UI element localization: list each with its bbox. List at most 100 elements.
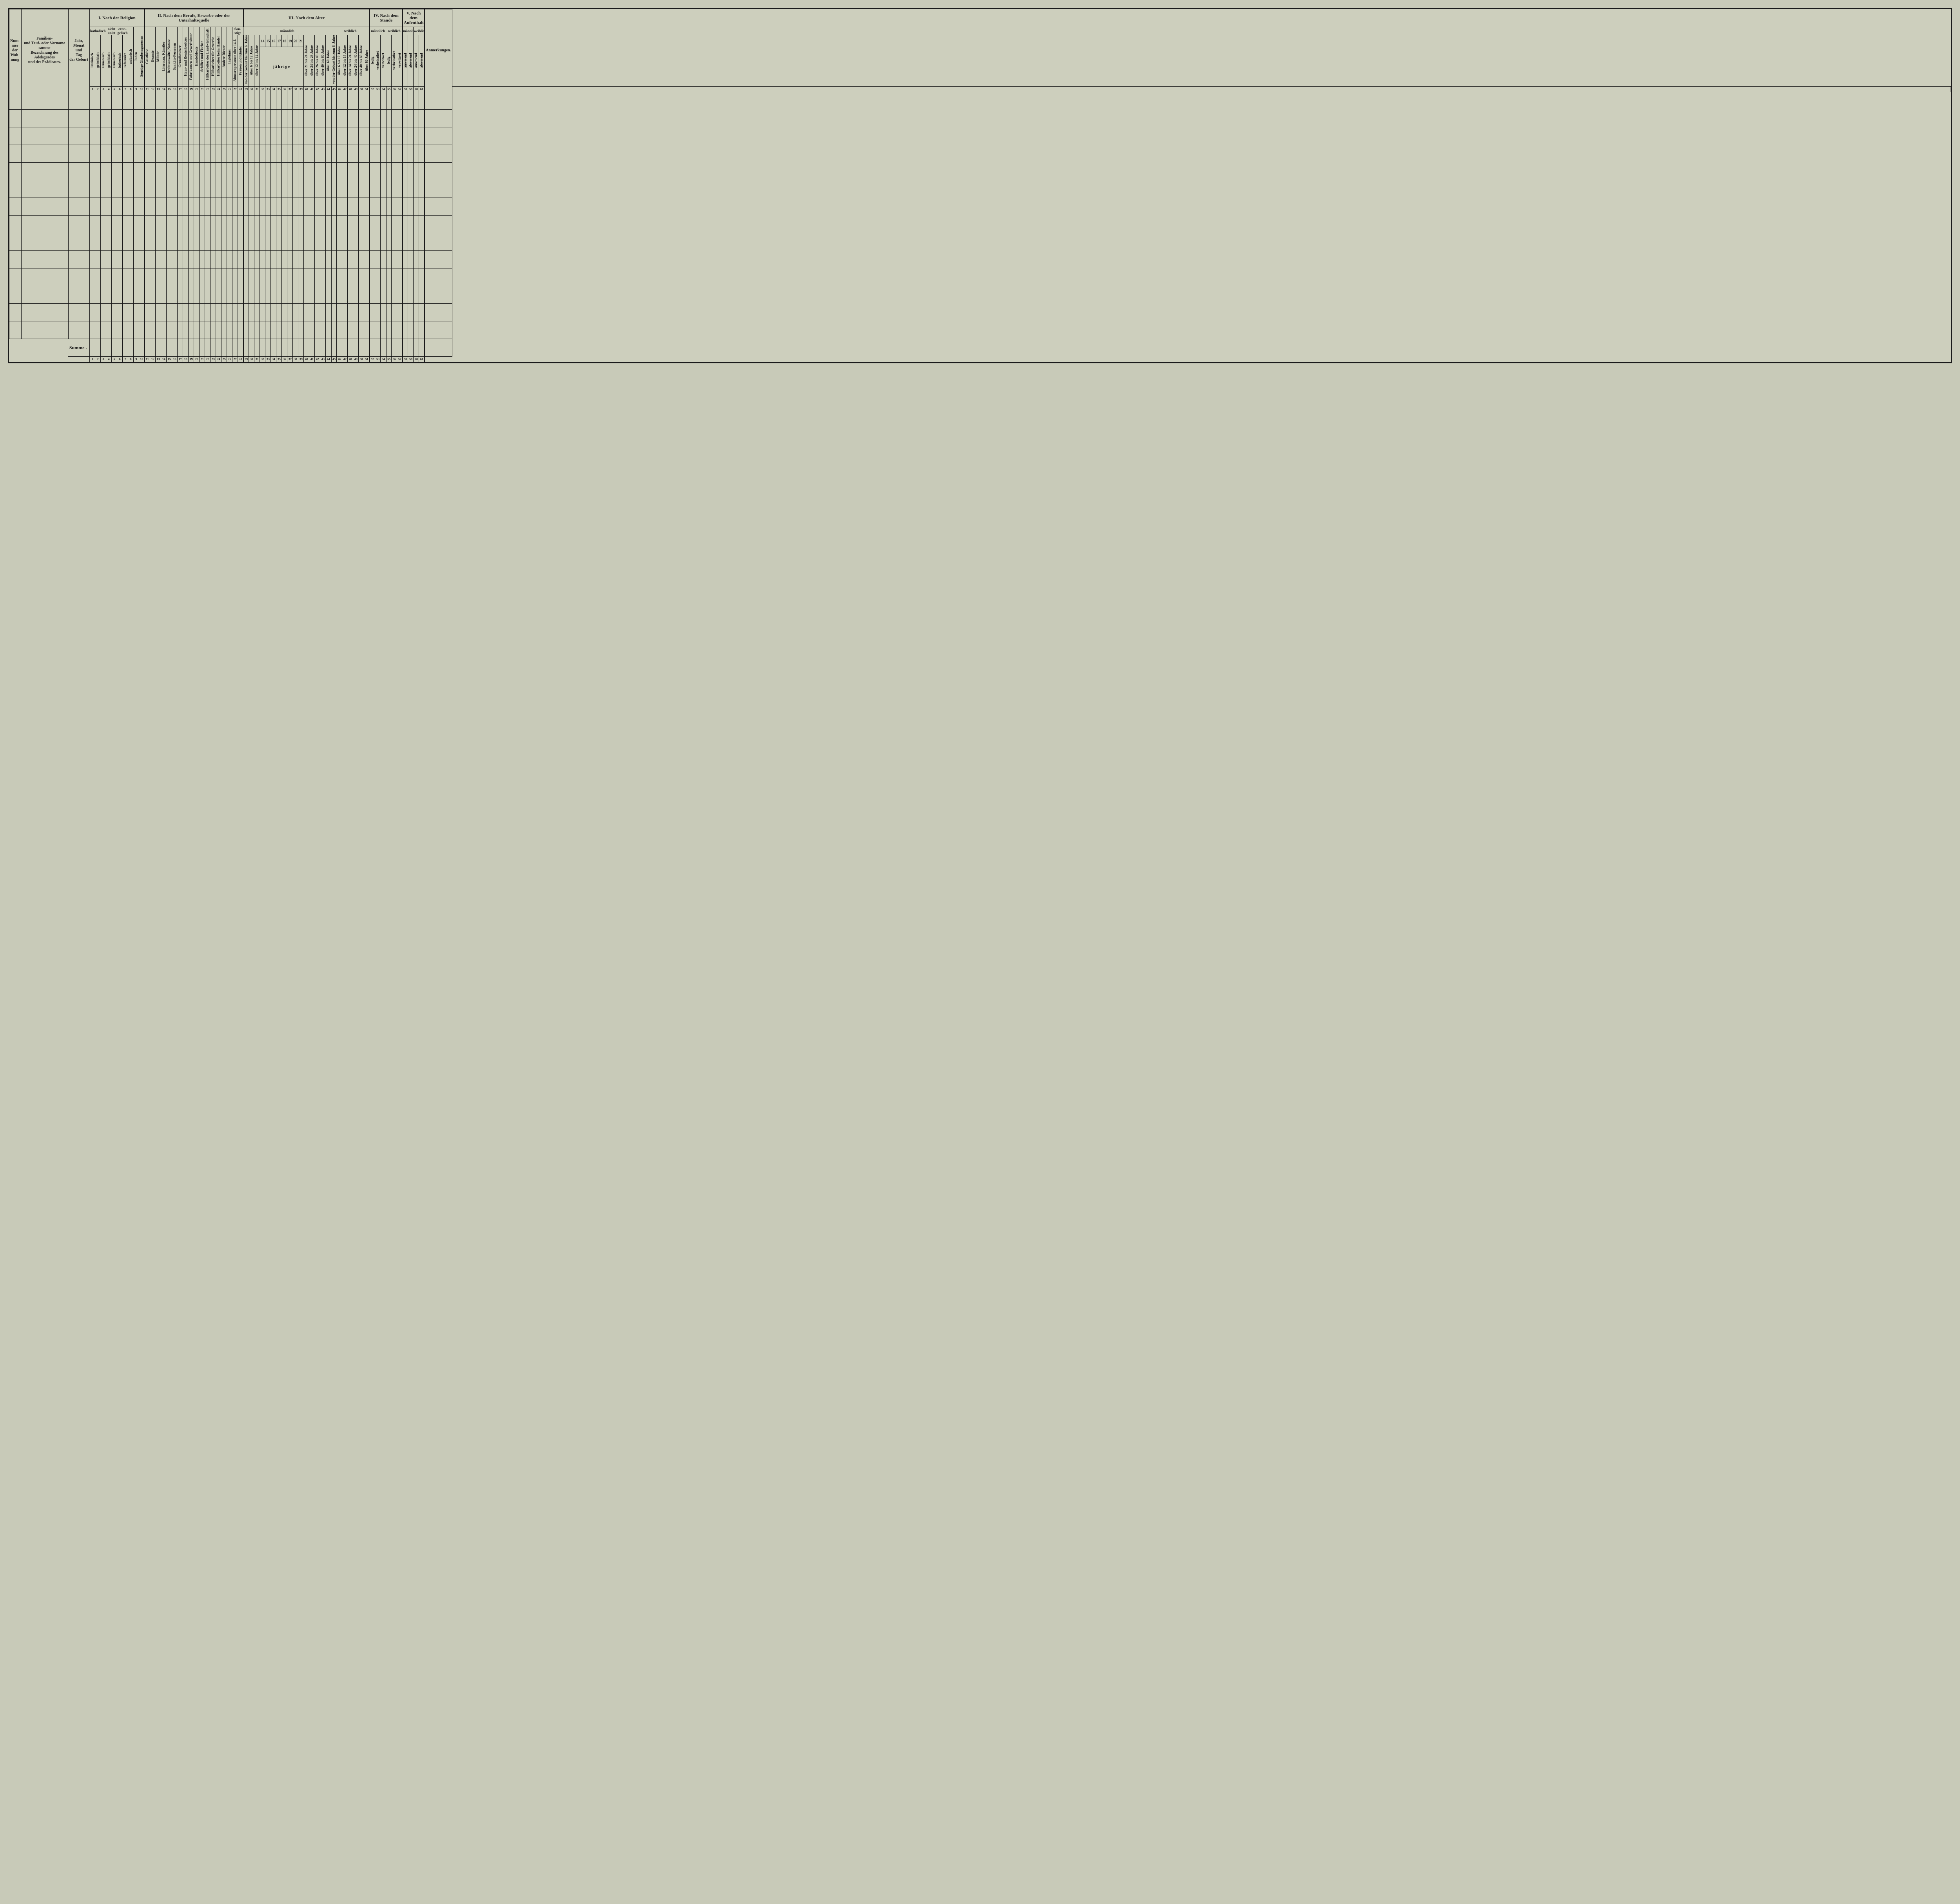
cell [375, 163, 381, 180]
cell [200, 233, 205, 251]
cell [403, 216, 408, 233]
cell [309, 180, 315, 198]
cell [271, 163, 276, 180]
cell [189, 127, 194, 145]
table-row [9, 145, 1951, 163]
cell [337, 163, 342, 180]
cell [211, 110, 216, 127]
cell [145, 286, 150, 304]
cell [112, 251, 117, 268]
cell [304, 92, 309, 110]
c55: ledig [386, 35, 392, 87]
cell [348, 304, 353, 321]
cell [161, 110, 167, 127]
table-row [9, 233, 1951, 251]
cell [249, 321, 254, 339]
c41: über 24 bis 26 Jahre [309, 35, 315, 87]
cell [161, 233, 167, 251]
cell [397, 163, 403, 180]
cell [139, 198, 145, 216]
cell [106, 321, 112, 339]
cell [265, 216, 271, 233]
cell [216, 268, 221, 286]
colnum-52: 52 [370, 357, 375, 362]
colnum-17: 17 [178, 357, 183, 362]
colnum-54: 54 [381, 87, 386, 92]
cell [68, 145, 90, 163]
cell [95, 198, 101, 216]
c7: reformirt [123, 35, 128, 87]
colnum-9: 9 [134, 357, 139, 362]
cell [271, 180, 276, 198]
cell [342, 268, 348, 286]
cell [271, 304, 276, 321]
cell [200, 92, 205, 110]
cell [298, 110, 304, 127]
cell [353, 251, 359, 268]
sum-cell [243, 339, 249, 357]
colnum-35: 35 [276, 357, 282, 362]
cell [254, 163, 260, 180]
cell [156, 233, 161, 251]
cell [117, 145, 123, 163]
cell [386, 321, 392, 339]
cell [167, 304, 172, 321]
cell [167, 180, 172, 198]
colnum-43: 43 [320, 357, 326, 362]
cell [348, 321, 353, 339]
cell [9, 110, 21, 127]
cell [68, 321, 90, 339]
cell [425, 251, 452, 268]
cell [337, 251, 342, 268]
sum-cell [287, 339, 293, 357]
cell [392, 321, 397, 339]
cell [156, 268, 161, 286]
cell [265, 163, 271, 180]
cell [337, 92, 342, 110]
cell [425, 268, 452, 286]
cell [419, 163, 425, 180]
cell [326, 233, 331, 251]
cell [254, 216, 260, 233]
cell [156, 163, 161, 180]
cell [260, 251, 265, 268]
cell [145, 110, 150, 127]
col-nummer: Num- mer der Woh- nung [9, 9, 21, 92]
cell [68, 198, 90, 216]
sum-cell [414, 339, 419, 357]
cell [90, 110, 95, 127]
cell [112, 321, 117, 339]
cell [342, 163, 348, 180]
c20: Handelsleute [194, 27, 200, 87]
cell [414, 251, 419, 268]
cell [315, 163, 320, 180]
cell [117, 198, 123, 216]
cell [167, 145, 172, 163]
cell [419, 233, 425, 251]
cell [68, 268, 90, 286]
cell [353, 145, 359, 163]
cell [243, 268, 249, 286]
cell [128, 198, 134, 216]
cell [106, 286, 112, 304]
colnum-49: 49 [353, 87, 359, 92]
table-row [9, 304, 1951, 321]
age-17: 17 [276, 35, 282, 47]
cell [304, 180, 309, 198]
cell [232, 268, 238, 286]
cell [276, 198, 282, 216]
cell [232, 233, 238, 251]
cell [397, 180, 403, 198]
cell [172, 233, 178, 251]
c48: über 14 bis 24 Jahre [348, 35, 353, 87]
cell [243, 92, 249, 110]
cell [211, 127, 216, 145]
cell [134, 286, 139, 304]
cell [249, 145, 254, 163]
cell [95, 127, 101, 145]
colnum-56: 56 [392, 357, 397, 362]
cell [375, 198, 381, 216]
c16: Sanitäts-Personen [172, 27, 178, 87]
cell [232, 127, 238, 145]
colnum-42: 42 [315, 87, 320, 92]
